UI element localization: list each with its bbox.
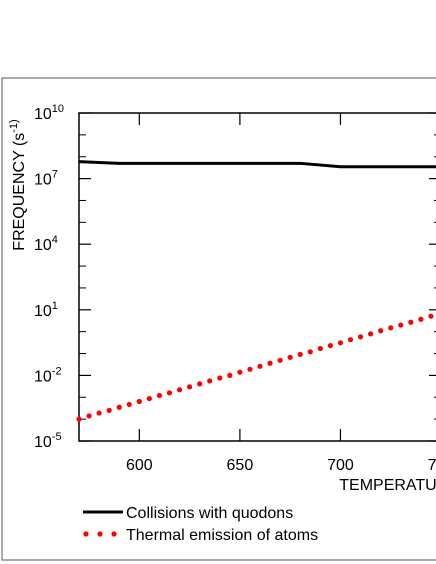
y-tick-label: 104: [34, 234, 58, 254]
data-point: [398, 322, 404, 328]
data-point: [126, 401, 132, 408]
x-axis-label: TEMPERATURE (K): [339, 477, 436, 494]
data-point: [408, 319, 414, 325]
data-point: [166, 390, 173, 396]
y-tick-label: 10-5: [34, 431, 62, 451]
data-point: [428, 313, 434, 319]
data-point: [357, 334, 364, 340]
data-point: [136, 398, 142, 405]
legend-swatch: [97, 531, 103, 537]
data-line: [78, 160, 436, 169]
data-point: [307, 349, 313, 355]
data-point: [277, 357, 283, 363]
data-point: [227, 372, 233, 378]
data-point: [388, 325, 394, 331]
data-point: [106, 407, 112, 414]
data-point: [317, 345, 323, 352]
data-point: [207, 378, 213, 384]
data-point: [347, 337, 354, 343]
data-point: [76, 416, 82, 422]
legend-label: Thermal emission of atoms: [126, 527, 318, 544]
x-tick-label: 700: [327, 457, 354, 474]
data-point: [267, 360, 273, 366]
data-point: [297, 351, 303, 358]
y-tick-label: 1010: [34, 103, 64, 123]
legend-swatch: [111, 531, 117, 537]
data-point: [368, 331, 374, 337]
y-tick-label: 107: [34, 169, 58, 189]
data-point: [116, 404, 122, 410]
data-point: [337, 340, 344, 346]
data-point: [237, 369, 243, 375]
x-tick-label: 650: [227, 457, 254, 474]
y-tick-label: 10-2: [34, 365, 62, 385]
data-point: [156, 392, 163, 399]
x-tick-label: 750: [428, 457, 436, 474]
data-point: [197, 381, 203, 387]
legend-label: Collisions with quodons: [126, 505, 293, 522]
data-point: [378, 328, 384, 334]
data-point: [146, 395, 152, 402]
data-point: [176, 387, 183, 393]
data-point: [86, 413, 92, 419]
data-point: [327, 343, 333, 349]
data-point: [217, 375, 223, 381]
data-point: [96, 410, 102, 416]
x-tick-label: 600: [126, 457, 153, 474]
frame: [1, 77, 436, 561]
legend-swatch: [83, 531, 89, 537]
data-point: [287, 354, 293, 360]
y-tick-label: 101: [34, 300, 58, 320]
data-point: [257, 363, 263, 369]
data-point: [247, 366, 253, 372]
plot-area: [78, 112, 436, 442]
data-point: [418, 316, 424, 322]
data-point: [187, 384, 193, 390]
y-axis-label: FREQUENCY (s-1): [8, 119, 28, 250]
